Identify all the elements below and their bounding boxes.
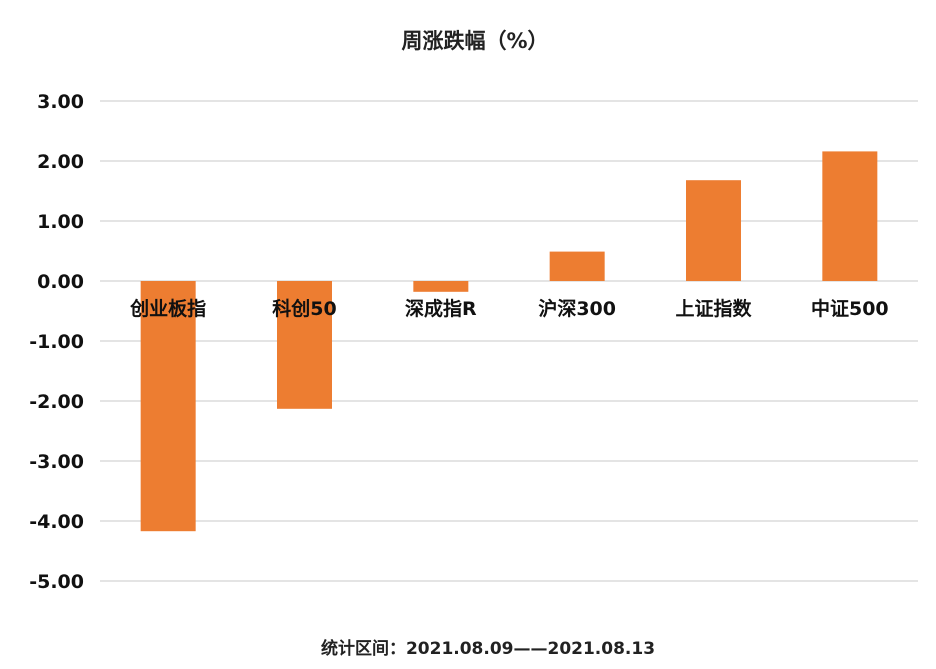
date-range-note: 统计区间：2021.08.09——2021.08.13 xyxy=(321,638,655,659)
bar xyxy=(822,151,878,281)
y-tick-label: -5.00 xyxy=(29,571,84,593)
y-tick-label: -4.00 xyxy=(29,511,84,533)
y-tick-label: -1.00 xyxy=(29,331,84,353)
y-tick-label: 2.00 xyxy=(37,151,84,173)
category-label: 科创50 xyxy=(272,297,336,320)
category-label: 深成指R xyxy=(405,297,477,320)
bar xyxy=(686,180,741,281)
category-label: 创业板指 xyxy=(129,297,206,320)
y-tick-label: 0.00 xyxy=(37,271,84,293)
category-label: 沪深300 xyxy=(538,297,616,320)
bar xyxy=(413,281,469,292)
y-tick-label: -3.00 xyxy=(29,451,84,473)
category-label: 中证500 xyxy=(811,297,889,320)
category-labels: 创业板指 科创50 深成指R 沪深300 上证指数 中证500 xyxy=(129,297,889,320)
y-tick-label: 1.00 xyxy=(37,211,84,233)
chart-title: 周涨跌幅（%） xyxy=(401,29,548,53)
bar xyxy=(277,281,332,409)
y-tick-label: -2.00 xyxy=(29,391,84,413)
y-axis-tick-labels: 3.00 2.00 1.00 0.00 -1.00 -2.00 -3.00 -4.00 -5.0… xyxy=(29,91,84,593)
bar xyxy=(140,281,196,532)
gridlines xyxy=(100,100,918,582)
bars xyxy=(140,151,878,532)
y-tick-label: 3.00 xyxy=(37,91,84,113)
bar xyxy=(549,251,605,281)
category-label: 上证指数 xyxy=(675,297,752,320)
